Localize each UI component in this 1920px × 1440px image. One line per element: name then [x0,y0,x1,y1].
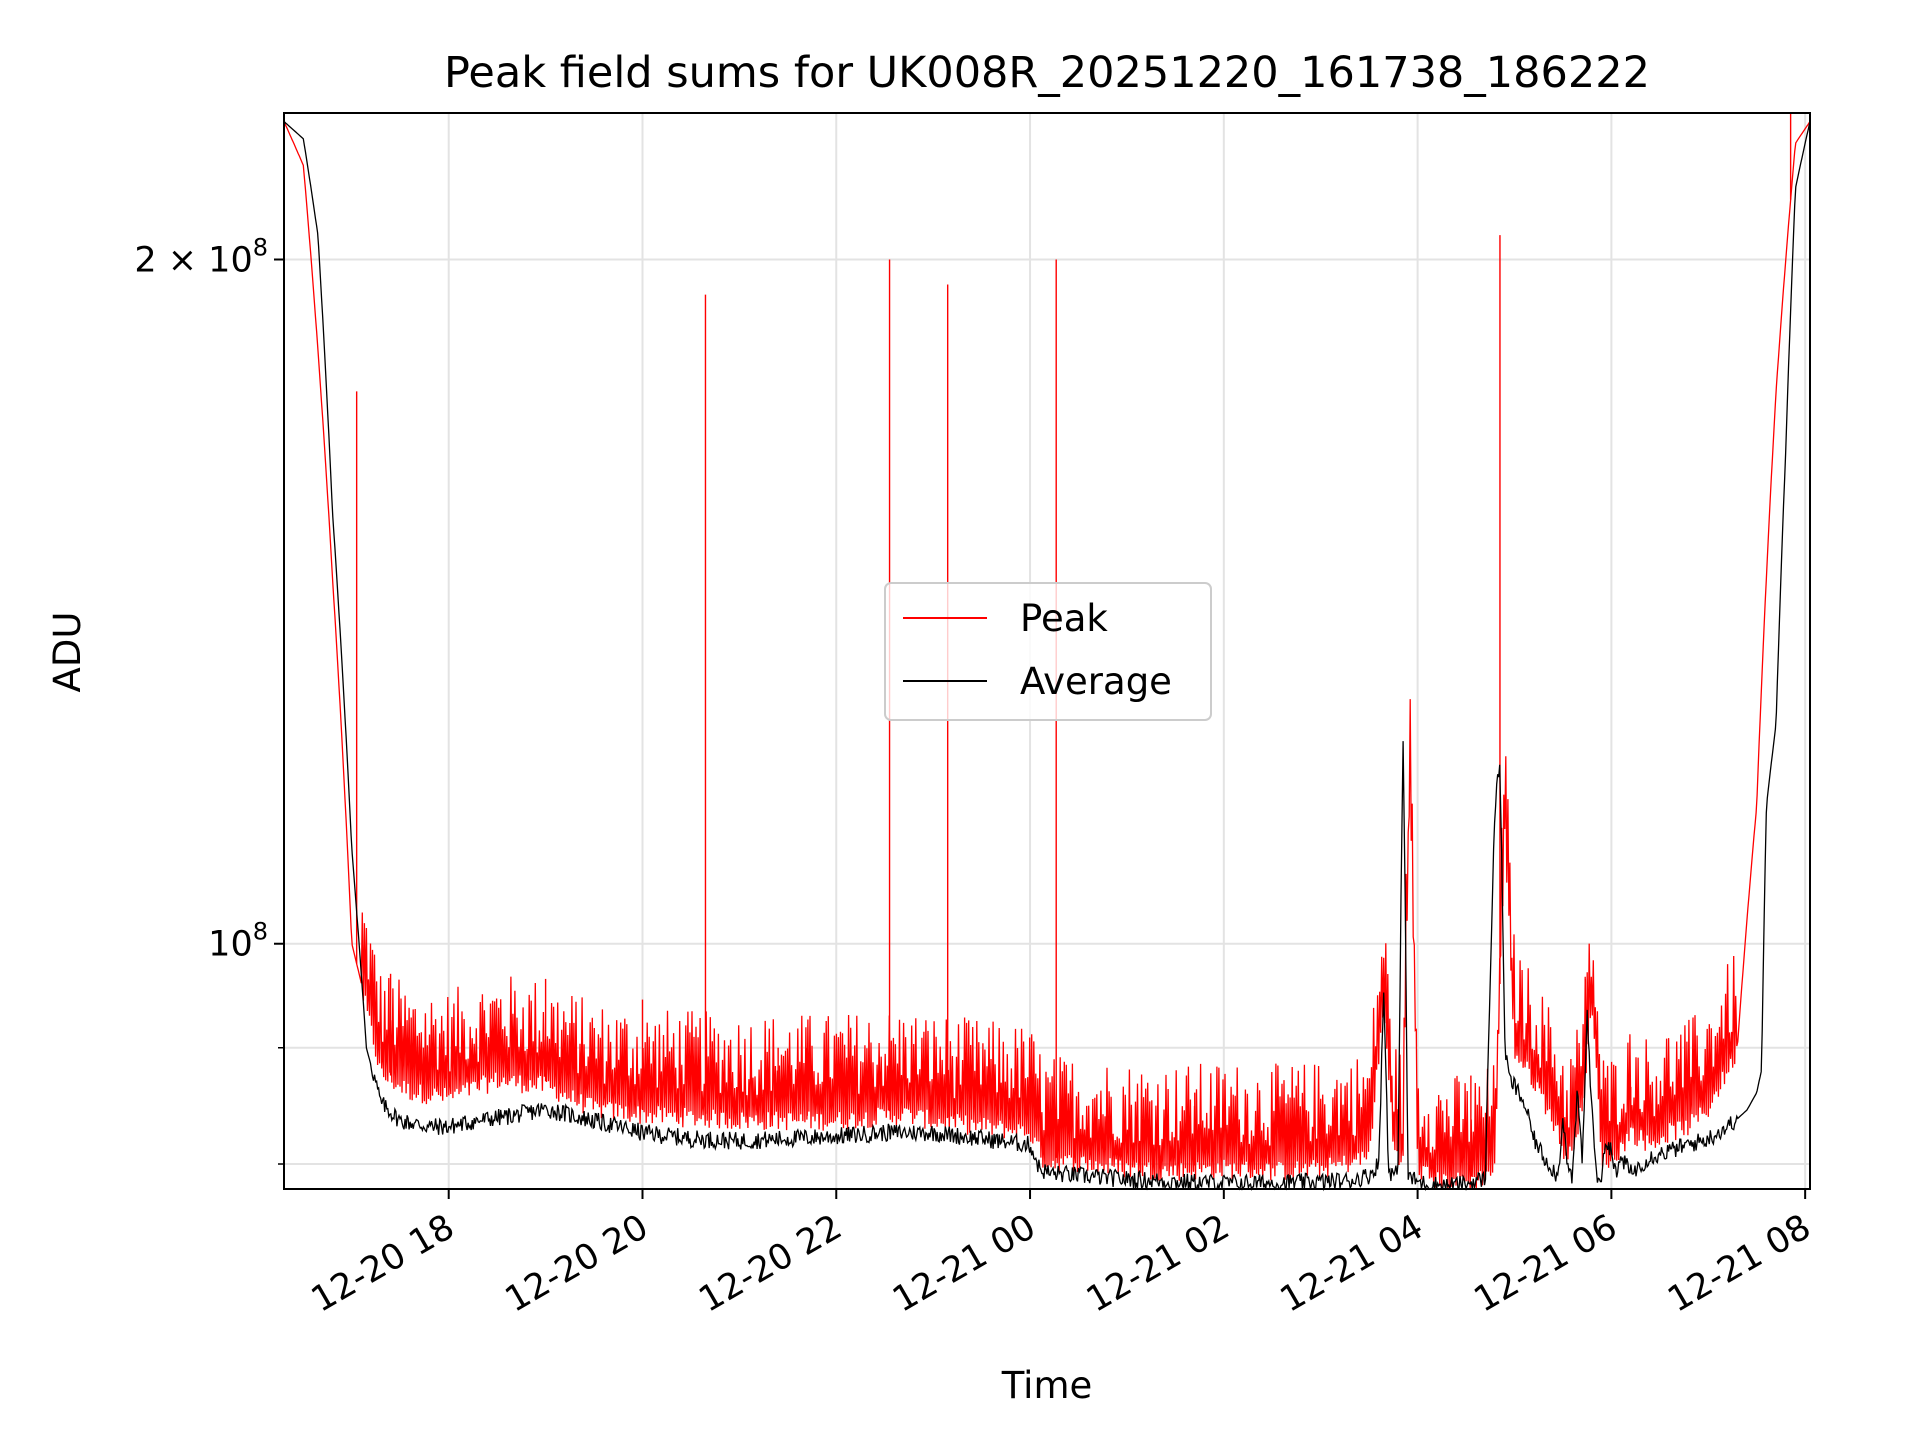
y-tick-label-exponent: 8 [253,918,268,946]
y-tick-label-base: 10 [208,925,253,965]
x-axis-label: Time [1001,1364,1093,1407]
peak-line [283,121,1811,1190]
legend-peak-label: Peak [1020,597,1108,640]
plot-area-frame [283,112,1811,1190]
y-tick-label: 108 [208,918,268,965]
y-tick-label-base: 2 × 10 [134,241,252,281]
y-tick-label: 2 × 108 [134,234,268,281]
chart-title: Peak field sums for UK008R_20251220_1617… [444,48,1650,98]
average-line [283,121,1811,1192]
legend-average-label: Average [1020,660,1172,703]
y-axis-label: ADU [46,612,89,693]
legend: Peak Average [884,582,1212,721]
y-tick-label-exponent: 8 [253,234,268,262]
average-series [283,121,1811,1192]
